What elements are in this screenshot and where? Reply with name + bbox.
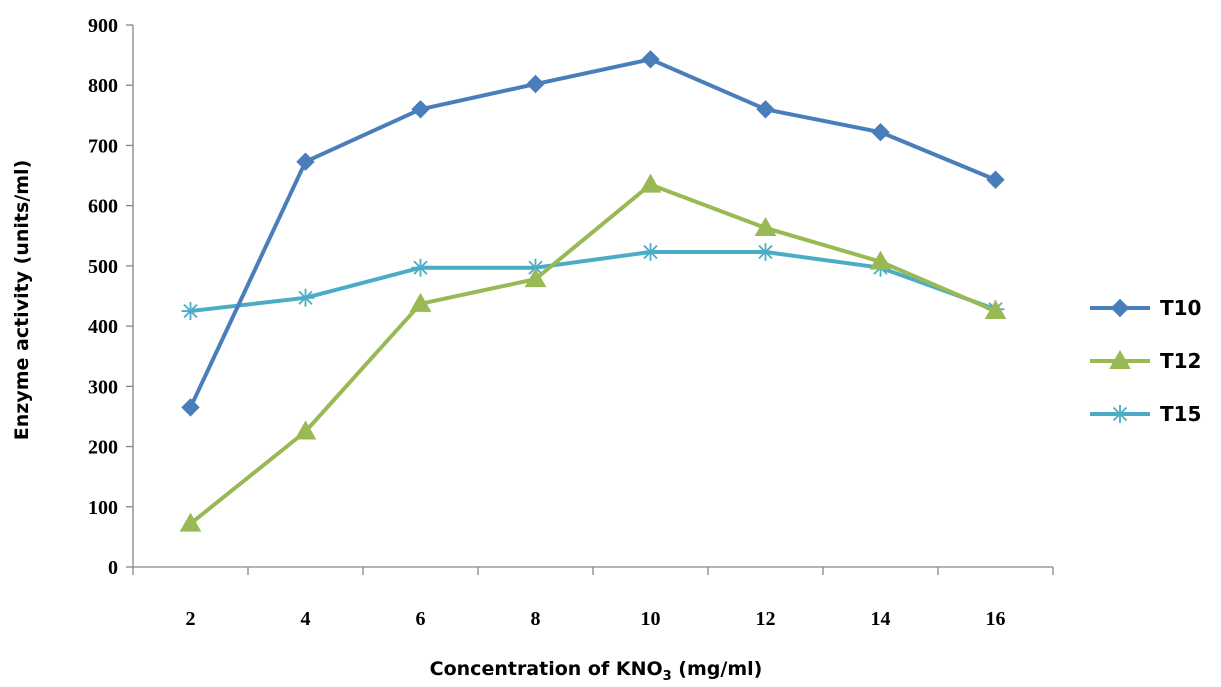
x-tick-label: 12: [756, 608, 776, 630]
y-tick-label: 400: [88, 316, 118, 338]
series-line-t15: [188, 250, 998, 314]
data-point-t10: [986, 170, 1005, 189]
x-axis-title-units: (mg/ml): [672, 658, 763, 680]
data-point-t10: [641, 50, 660, 69]
y-tick-label: 800: [88, 75, 118, 97]
y-tick-label: 600: [88, 196, 118, 218]
data-point-t12: [639, 173, 662, 193]
data-point-t10: [296, 152, 315, 171]
y-axis-title: Enzyme activity (units/ml): [11, 160, 33, 440]
legend-label: T10: [1160, 296, 1201, 320]
series-t12: [179, 173, 1007, 532]
data-point-t15: [641, 243, 660, 262]
x-tick-label: 4: [301, 608, 311, 630]
x-axis-title-subscript: 3: [663, 669, 672, 684]
x-tick-label: 8: [531, 608, 541, 630]
data-point-t12: [179, 512, 202, 532]
data-point-t15: [296, 288, 315, 307]
legend-label: T15: [1160, 402, 1201, 426]
legend-label: T12: [1160, 349, 1201, 373]
legend: T10 T12 T15: [1090, 296, 1201, 426]
data-point-t10: [411, 100, 430, 119]
data-point-t12: [409, 292, 432, 312]
x-tick-label: 6: [416, 608, 426, 630]
legend-swatch-marker: [1109, 349, 1131, 369]
data-point-t12: [869, 250, 892, 270]
legend-item-t15: T15: [1090, 402, 1201, 426]
y-axis-ticks: 0 100 200 300 400 500 600 700 800 900: [88, 15, 133, 579]
series-layer: [179, 50, 1007, 532]
y-tick-label: 500: [88, 256, 118, 278]
y-tick-label: 0: [108, 557, 118, 579]
data-point-t15: [411, 258, 430, 277]
x-tick-label: 16: [986, 608, 1006, 630]
y-tick-label: 900: [88, 15, 118, 37]
data-point-t10: [871, 122, 890, 142]
data-point-t12: [524, 268, 547, 288]
x-axis-ticks: 2 4 6 8 10 12 14 16: [132, 567, 1054, 630]
series-line-t10: [188, 57, 998, 410]
x-axis-title-main: Concentration of KNO: [430, 658, 663, 680]
data-point-t12: [984, 300, 1007, 320]
y-tick-label: 700: [88, 135, 118, 157]
legend-swatch-marker: [1110, 298, 1130, 318]
x-tick-label: 2: [186, 608, 196, 630]
legend-item-t12: T12: [1090, 349, 1201, 373]
data-point-t10: [181, 398, 200, 417]
x-axis-title: Concentration of KNO3 (mg/ml): [430, 658, 763, 684]
data-point-t10: [526, 74, 545, 94]
legend-swatch-marker: [1111, 405, 1129, 423]
legend-item-t10: T10: [1090, 296, 1201, 320]
data-point-t15: [181, 302, 200, 321]
data-point-t15: [756, 243, 775, 262]
data-point-t10: [756, 100, 775, 119]
x-tick-label: 10: [641, 608, 661, 630]
x-tick-label: 14: [871, 608, 891, 630]
series-t10: [181, 50, 1005, 417]
data-point-t15: [526, 258, 545, 277]
data-point-t12: [294, 420, 317, 440]
data-point-t12: [754, 216, 777, 236]
y-tick-label: 100: [88, 497, 118, 519]
y-tick-label: 200: [88, 437, 118, 459]
series-line-t12: [188, 182, 998, 526]
y-tick-label: 300: [88, 376, 118, 398]
